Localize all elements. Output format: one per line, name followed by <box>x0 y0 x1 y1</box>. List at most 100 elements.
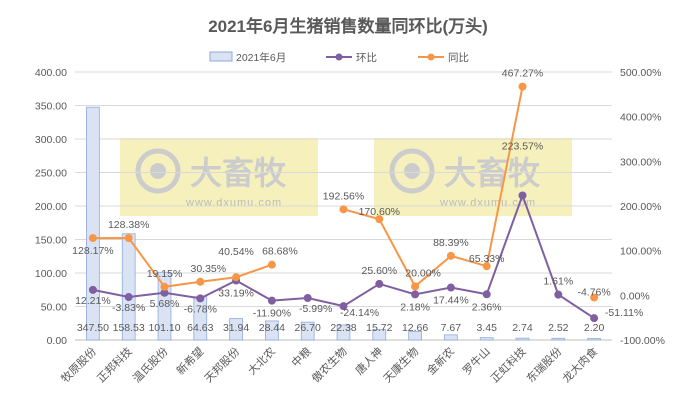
huanbi-label: 25.60% <box>361 265 397 277</box>
category-label: 东瑞股份 <box>523 344 564 385</box>
bar-label: 26.70 <box>295 322 321 334</box>
bar-label: 101.10 <box>148 322 180 334</box>
huanbi-point <box>88 285 97 294</box>
tongbi-point <box>518 82 527 91</box>
tongbi-point <box>88 234 97 243</box>
legend-label-bar: 2021年6月 <box>236 51 286 64</box>
right-axis-tick: 400.00% <box>620 112 661 124</box>
right-axis-tick: 500.00% <box>620 67 661 79</box>
left-axis-tick: 150.00 <box>35 235 67 247</box>
legend-marker-tongbi <box>427 53 435 61</box>
chart-title: 2021年6月生猪销售数量同环比(万头) <box>208 16 488 36</box>
bar-label: 7.67 <box>441 322 462 334</box>
huanbi-label: 1.61% <box>543 276 573 288</box>
bar <box>515 337 530 341</box>
bar <box>86 106 100 341</box>
tongbi-point <box>411 282 420 291</box>
left-axis-tick: 400.00 <box>35 67 67 79</box>
huanbi-label: 223.57% <box>502 140 543 152</box>
huanbi-label: 33.19% <box>218 288 254 300</box>
right-axis-tick: 100.00% <box>620 246 661 258</box>
tongbi-label: 40.54% <box>218 246 254 258</box>
tongbi-point <box>232 273 241 282</box>
bar-label: 158.53 <box>113 322 145 334</box>
legend-marker-huanbi <box>335 53 343 61</box>
huanbi-label: 5.68% <box>150 298 180 310</box>
category-label: 牧原股份 <box>58 344 99 385</box>
bar <box>265 320 279 341</box>
bar-label: 2.74 <box>512 322 533 334</box>
tongbi-label: 65.33% <box>469 253 505 265</box>
bar <box>157 271 172 341</box>
bar <box>444 334 458 341</box>
left-axis-tick: 50.00 <box>41 302 67 314</box>
watermark-circle-icon <box>389 148 435 194</box>
left-axis-tick: 200.00 <box>35 201 67 213</box>
tongbi-point <box>375 215 384 224</box>
tongbi-label: -4.76% <box>577 286 610 298</box>
huanbi-point <box>267 296 276 305</box>
category-label: 金新农 <box>424 344 457 377</box>
category-label: 唐人神 <box>352 344 385 377</box>
category-label: 傲农生物 <box>309 344 350 385</box>
legend: 2021年6月 环比 同比 <box>209 51 469 64</box>
watermark-dot-icon <box>404 163 420 179</box>
bar <box>587 338 601 341</box>
bar-label: 64.63 <box>187 322 213 334</box>
right-axis-tick: 300.00% <box>620 156 661 168</box>
huanbi-point <box>411 290 420 299</box>
tongbi-label: 68.68% <box>262 246 298 258</box>
tongbi-label: 192.56% <box>323 190 364 202</box>
category-label: 天邦股份 <box>202 345 242 385</box>
left-axis-tick: 250.00 <box>35 168 67 180</box>
huanbi-label: -3.83% <box>112 302 145 314</box>
left-axis-tick: 100.00 <box>35 268 67 280</box>
tongbi-label: 19.15% <box>147 268 183 280</box>
category-label: 天康生物 <box>380 344 421 385</box>
bar <box>336 324 351 341</box>
bar <box>300 321 315 341</box>
right-axis-tick: -100.00% <box>620 335 665 347</box>
tongbi-point <box>267 260 276 269</box>
huanbi-point <box>482 290 491 299</box>
bar-label: 15.72 <box>366 322 392 334</box>
huanbi-label: -11.90% <box>253 308 291 320</box>
tongbi-label: 128.38% <box>108 219 149 231</box>
huanbi-point <box>375 279 384 288</box>
huanbi-point <box>339 302 348 311</box>
tongbi-point <box>196 277 205 286</box>
category-label: 正虹科技 <box>488 344 529 385</box>
bar <box>121 233 136 341</box>
category-label: 龙大肉食 <box>559 344 600 385</box>
watermark-circle-icon <box>135 148 181 194</box>
huanbi-label: 17.44% <box>433 295 469 307</box>
watermark-dot-icon <box>150 163 166 179</box>
huanbi-point <box>160 288 169 297</box>
bar <box>229 318 243 341</box>
right-axis-tick: 0.00% <box>620 290 650 302</box>
left-axis-tick: 350.00 <box>35 101 67 113</box>
bar <box>408 331 422 341</box>
bar-label: 12.66 <box>402 322 428 334</box>
bar <box>551 337 566 341</box>
huanbi-label: 2.18% <box>400 301 430 313</box>
watermark-url: www.dxumu.com <box>185 197 282 209</box>
tongbi-label: 20.00% <box>405 267 441 279</box>
huanbi-label: -5.99% <box>299 303 332 315</box>
category-label: 罗牛山 <box>460 344 493 377</box>
tongbi-label: 170.60% <box>359 206 400 218</box>
bar-label: 2.52 <box>548 322 569 334</box>
tongbi-point <box>124 233 133 242</box>
tongbi-label: 88.39% <box>433 237 469 249</box>
tongbi-label: 128.17% <box>72 245 113 257</box>
category-label: 大北农 <box>245 344 278 377</box>
huanbi-label: -24.14% <box>340 307 379 319</box>
huanbi-point <box>196 294 205 303</box>
huanbi-point <box>124 293 133 302</box>
bar-label: 2.20 <box>584 322 605 334</box>
right-axis-tick: 200.00% <box>620 201 661 213</box>
huanbi-point <box>554 290 563 299</box>
